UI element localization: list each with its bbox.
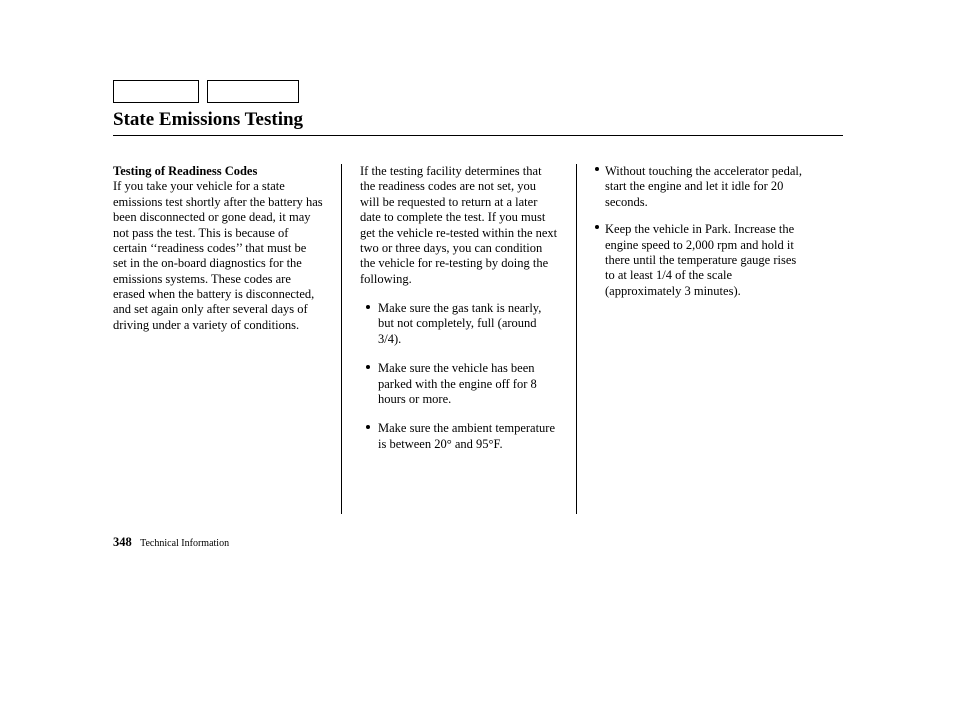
- tab-box-2: [207, 80, 299, 103]
- bullet-item: Make sure the gas tank is nearly, but no…: [366, 301, 558, 347]
- col1-paragraph: Testing of Readiness Codes If you take y…: [113, 164, 323, 333]
- column-divider-2: [576, 164, 577, 514]
- page-title: State Emissions Testing: [113, 109, 843, 133]
- column-2: If the testing facility determines that …: [348, 164, 570, 514]
- manual-page: State Emissions Testing Testing of Readi…: [113, 80, 843, 514]
- footer-section: Technical Information: [140, 538, 229, 549]
- bullet-item: Without touching the accelerator pedal, …: [595, 164, 805, 210]
- bullet-item: Make sure the ambient temperature is bet…: [366, 421, 558, 452]
- column-divider-1: [341, 164, 342, 514]
- col3-bullets: Without touching the accelerator pedal, …: [595, 164, 805, 299]
- column-3: Without touching the accelerator pedal, …: [583, 164, 805, 514]
- header-tabs: [113, 80, 843, 103]
- title-rule: [113, 135, 843, 136]
- page-number: 348: [113, 535, 132, 549]
- col1-subhead: Testing of Readiness Codes: [113, 164, 257, 178]
- bullet-item: Keep the vehicle in Park. Increase the e…: [595, 222, 805, 299]
- col1-body: If you take your vehicle for a state emi…: [113, 179, 323, 331]
- tab-box-1: [113, 80, 199, 103]
- col2-intro: If the testing facility determines that …: [360, 164, 558, 287]
- column-1: Testing of Readiness Codes If you take y…: [113, 164, 335, 514]
- bullet-item: Make sure the vehicle has been parked wi…: [366, 361, 558, 407]
- page-footer: 348 Technical Information: [113, 535, 229, 550]
- col2-bullets: Make sure the gas tank is nearly, but no…: [360, 301, 558, 452]
- content-columns: Testing of Readiness Codes If you take y…: [113, 164, 843, 514]
